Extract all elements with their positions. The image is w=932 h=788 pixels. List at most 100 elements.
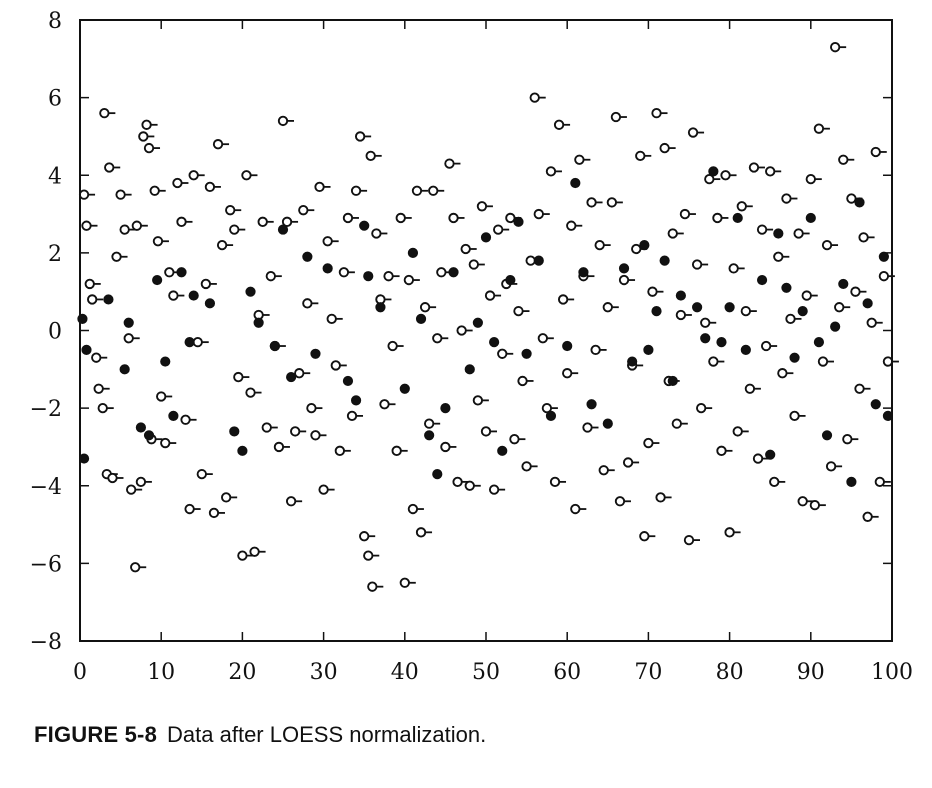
x-tick-label: 20 bbox=[228, 660, 256, 685]
open-point bbox=[359, 531, 376, 542]
open-point bbox=[204, 181, 221, 193]
open-point bbox=[383, 271, 400, 282]
open-point bbox=[614, 496, 631, 507]
filled-point bbox=[562, 340, 573, 352]
open-point bbox=[188, 170, 205, 181]
open-point bbox=[582, 422, 599, 433]
open-point bbox=[821, 239, 839, 251]
open-point bbox=[480, 426, 497, 437]
filled-point bbox=[643, 344, 654, 356]
open-point bbox=[298, 205, 315, 216]
open-point bbox=[834, 302, 851, 313]
filled-point bbox=[846, 476, 857, 487]
open-point bbox=[91, 352, 108, 363]
open-point bbox=[513, 305, 530, 317]
open-point bbox=[444, 158, 461, 169]
open-point bbox=[862, 511, 879, 522]
open-point bbox=[363, 550, 380, 561]
open-point bbox=[493, 224, 510, 235]
open-point bbox=[610, 111, 627, 123]
filled-point bbox=[363, 271, 374, 282]
filled-point bbox=[350, 395, 362, 406]
open-point bbox=[809, 500, 826, 511]
filled-point bbox=[302, 251, 313, 262]
open-point bbox=[456, 325, 473, 336]
filled-point bbox=[700, 333, 711, 344]
open-point bbox=[285, 496, 303, 507]
open-point bbox=[399, 577, 416, 588]
open-point bbox=[371, 228, 388, 239]
open-point bbox=[318, 484, 335, 495]
filled-point bbox=[152, 274, 163, 286]
open-point bbox=[302, 298, 319, 309]
open-point bbox=[104, 162, 121, 173]
open-point bbox=[168, 290, 185, 301]
open-point bbox=[777, 368, 794, 379]
open-point bbox=[874, 476, 891, 488]
filled-point bbox=[143, 430, 155, 441]
open-point bbox=[290, 426, 307, 437]
filled-point bbox=[103, 294, 114, 305]
open-point bbox=[229, 224, 246, 235]
open-point bbox=[387, 340, 404, 352]
filled-point bbox=[322, 263, 333, 274]
y-tick-label: −8 bbox=[30, 630, 62, 655]
open-point bbox=[484, 290, 502, 301]
filled-point bbox=[448, 267, 459, 278]
open-point bbox=[200, 278, 217, 290]
open-point bbox=[138, 131, 155, 142]
open-point bbox=[411, 185, 428, 196]
y-tick-label: 2 bbox=[48, 242, 62, 267]
open-point bbox=[716, 445, 733, 456]
open-point bbox=[149, 185, 166, 196]
filled-point bbox=[168, 410, 179, 421]
open-point bbox=[257, 216, 274, 227]
filled-point bbox=[160, 356, 171, 367]
data-points bbox=[77, 42, 899, 592]
filled-point bbox=[237, 445, 248, 456]
open-point bbox=[691, 259, 709, 270]
filled-point bbox=[359, 220, 370, 231]
filled-point bbox=[639, 240, 650, 251]
open-point bbox=[334, 445, 351, 456]
filled-point bbox=[878, 251, 889, 262]
open-point bbox=[221, 492, 238, 503]
figure-caption: FIGURE 5-8 Data after LOESS normalization… bbox=[34, 722, 486, 748]
open-point bbox=[436, 267, 453, 278]
open-point bbox=[261, 422, 278, 433]
filled-point bbox=[253, 317, 264, 328]
y-tick-label: 8 bbox=[48, 9, 62, 34]
filled-point bbox=[489, 337, 500, 348]
filled-point bbox=[618, 263, 630, 274]
open-point bbox=[517, 375, 534, 387]
filled-point bbox=[765, 449, 776, 460]
open-point bbox=[216, 239, 234, 251]
open-point bbox=[598, 465, 615, 476]
open-point bbox=[322, 236, 339, 247]
open-point bbox=[712, 212, 729, 224]
filled-point bbox=[424, 430, 435, 441]
open-point bbox=[184, 503, 201, 515]
open-point bbox=[700, 317, 717, 328]
open-point bbox=[245, 387, 262, 398]
open-point bbox=[111, 251, 128, 262]
open-point bbox=[81, 220, 98, 231]
open-point bbox=[164, 267, 181, 278]
open-point bbox=[813, 123, 830, 134]
x-tick-label: 80 bbox=[716, 660, 744, 685]
x-tick-label: 60 bbox=[553, 660, 581, 685]
open-point bbox=[586, 197, 603, 208]
open-point bbox=[225, 205, 242, 216]
filled-point bbox=[472, 317, 483, 328]
filled-point bbox=[505, 274, 516, 286]
open-point bbox=[419, 302, 437, 313]
plot-frame bbox=[79, 19, 893, 642]
open-point bbox=[330, 360, 347, 371]
open-point bbox=[107, 472, 124, 484]
open-point bbox=[789, 410, 806, 422]
filled-point bbox=[229, 426, 240, 437]
x-tick-label: 100 bbox=[871, 660, 913, 685]
open-point bbox=[123, 333, 140, 344]
open-point bbox=[407, 503, 424, 515]
filled-point bbox=[245, 286, 256, 297]
